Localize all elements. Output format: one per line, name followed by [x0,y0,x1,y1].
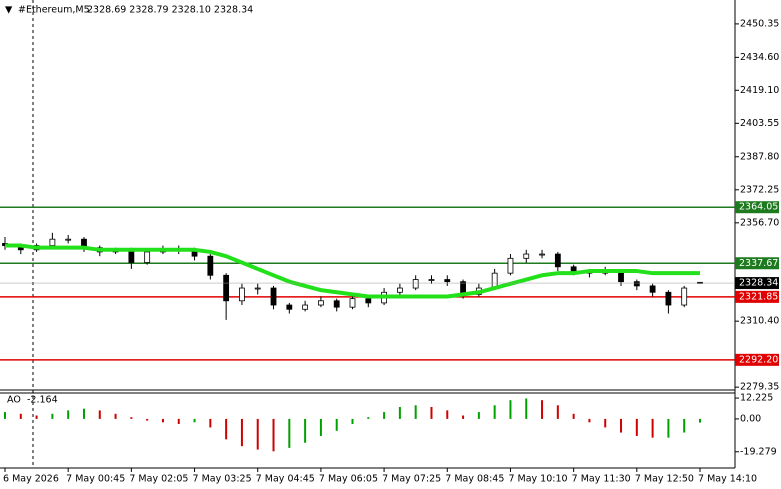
y-tick-label: 2279.35 [740,382,779,393]
level-tag [735,201,779,214]
candle-body [649,285,656,293]
last-price-tag [735,277,779,290]
y-tick-label: 2450.35 [740,18,779,29]
candle-body [665,291,672,306]
x-tick-label: 7 May 12:50 [635,474,694,485]
candle-body [507,257,514,274]
candle-body [554,253,561,268]
candle-body [523,253,530,259]
x-tick-label: 6 May 2026 [3,474,59,485]
candle-body [239,287,245,302]
y-tick-label: 2387.80 [740,151,779,162]
candle-body [444,279,451,283]
last-price-label: 2328.34 [739,278,778,289]
x-tick-label: 7 May 06:05 [319,474,378,485]
x-tick-label: 7 May 11:30 [572,474,631,485]
y-tick-label: 2419.10 [740,85,779,96]
candle-body [396,287,403,293]
candle-body [302,304,309,310]
x-tick-label: 7 May 08:45 [445,474,504,485]
level-tag [735,353,779,366]
level-label: 2364.05 [739,202,778,213]
candle-body [412,279,419,289]
candle-body [318,300,324,306]
quote: 2328.69 2328.79 2328.10 2328.34 [87,5,253,16]
level-label: 2337.67 [739,258,778,269]
y-tick-label: 2434.60 [740,52,779,63]
candle-body [365,298,372,304]
level-tag [735,290,779,303]
candle-body [254,287,261,290]
symbol: #Ethereum,M5 [18,5,90,16]
x-tick-label: 7 May 04:45 [256,474,315,485]
level-tag [735,257,779,270]
candle-body [333,300,340,308]
ao-name: AO [7,395,21,406]
ao-tick-label: 0.00 [740,413,761,424]
y-tick-label: 2372.25 [740,184,779,195]
candle-body [270,287,277,306]
y-tick-label: 2356.70 [740,217,779,228]
candle-body [49,238,56,246]
x-tick-label: 7 May 07:25 [382,474,441,485]
candle-body [633,281,640,287]
candle-body [286,304,293,310]
x-tick-label: 7 May 02:05 [129,474,188,485]
ao-value: -2.164 [27,395,58,406]
y-tick-label: 2403.55 [740,118,779,129]
moving-average [5,243,700,299]
x-tick-label: 7 May 03:25 [193,474,252,485]
x-tick-label: 7 May 10:10 [508,474,567,485]
candle-body [223,274,230,302]
candle-body [681,287,688,306]
level-label: 2321.85 [739,291,778,302]
menu-arrow[interactable]: ▼ [5,5,13,16]
x-tick-label: 7 May 00:45 [66,474,125,485]
x-tick-label: 7 May 14:10 [698,474,757,485]
candle-body [428,279,435,281]
level-label: 2292.20 [739,354,778,365]
candle-body [570,266,577,272]
candle-body [65,238,72,241]
candle-body [539,253,545,256]
ao-tick-label: 12.225 [740,393,773,404]
candle-body [207,255,214,276]
ao-tick-label: -19.279 [740,446,777,457]
candle-body [349,298,356,308]
candle-body [144,251,151,263]
y-tick-label: 2310.40 [740,316,779,327]
